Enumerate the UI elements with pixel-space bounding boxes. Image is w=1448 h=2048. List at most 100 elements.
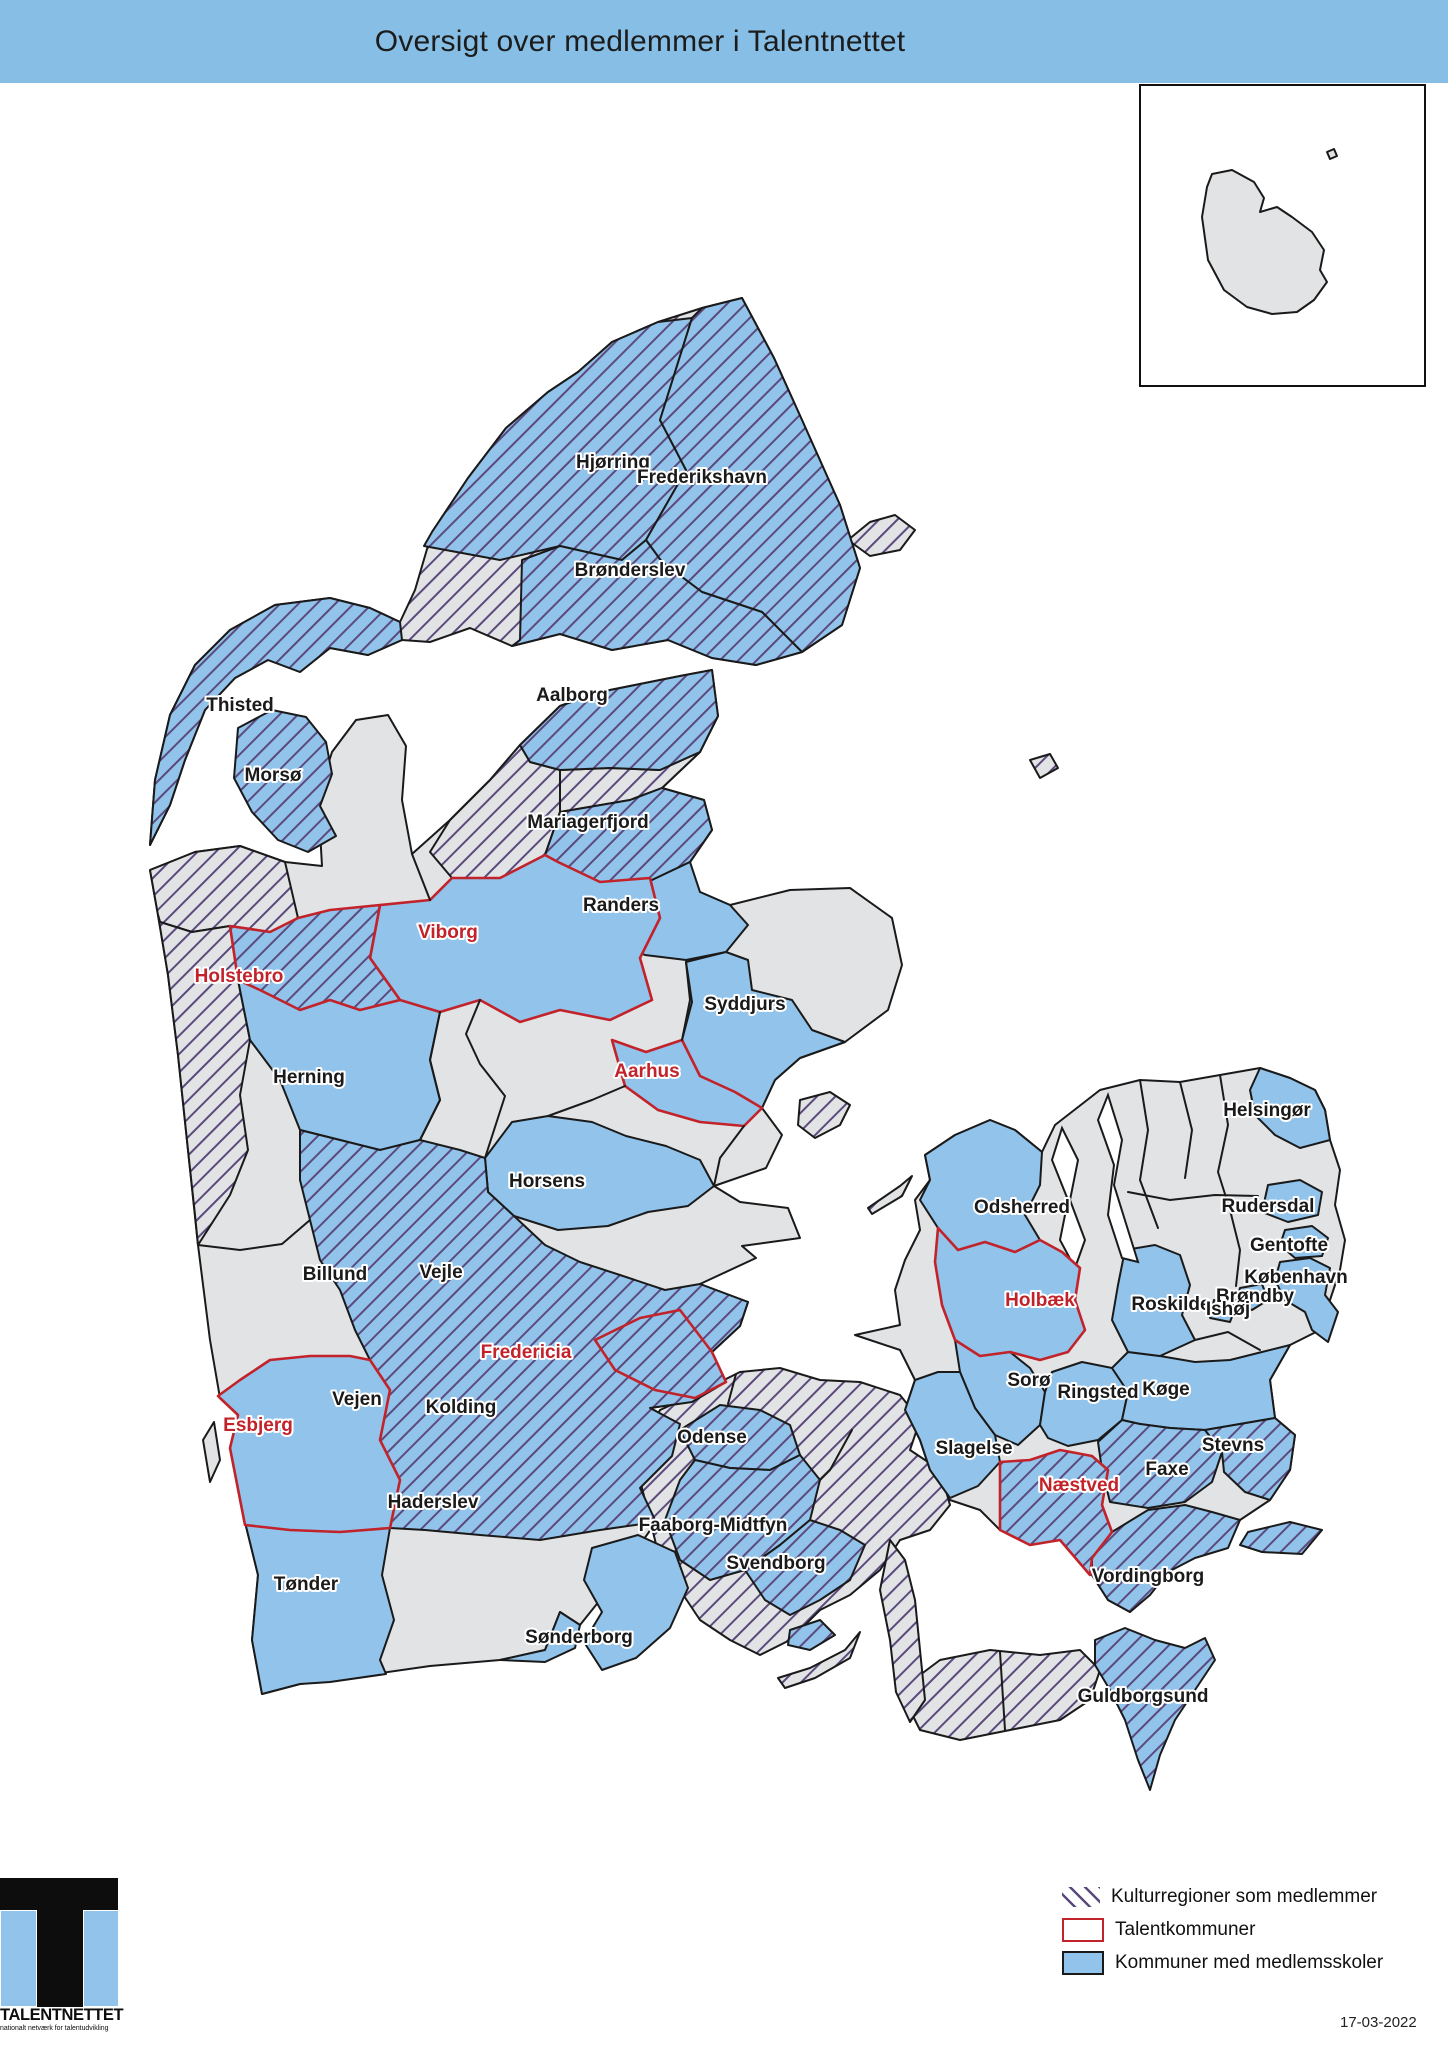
map-label: Næstved [1039,1475,1119,1496]
map-label: Sønderborg [525,1627,633,1648]
legend-label: Talentkommuner [1115,1919,1256,1940]
fjords [1050,1092,1140,1271]
hatch-swatch-icon [1062,1887,1100,1907]
map-label: Viborg [418,922,478,943]
map-label: Mariagerfjord [527,812,648,833]
region-faxe [1097,1419,1223,1509]
region-taasinge [787,1619,836,1651]
map-label: Haderslev [388,1492,479,1513]
map-label: Svendborg [726,1553,825,1574]
region-soenderborg-strip [499,1611,581,1663]
map-date: 17-03-2022 [1340,2014,1417,2031]
region-aarhus [610,1038,764,1128]
border-lines [197,769,1261,1731]
region-anholt [1029,753,1059,779]
map-label: Rudersdal [1222,1196,1315,1217]
map-label: Kolding [426,1397,497,1418]
region-naestved [998,1448,1114,1577]
region-thisted [149,597,403,846]
map-label: Randers [583,895,659,916]
blue-fill-swatch-icon [1062,1951,1104,1975]
region-holbaek [933,1226,1087,1362]
logo-name: TALENTNETTET [0,2006,124,2024]
map-label: Fredericia [481,1342,572,1363]
region-broenderslev [511,539,803,666]
legend-item-kulturregioner: Kulturregioner som medlemmer [1062,1886,1383,1908]
map-label: Billund [303,1264,367,1285]
map-label: Faxe [1145,1459,1188,1480]
map-label: Slagelse [935,1438,1012,1459]
region-lolland [899,1649,1101,1741]
map-label: Gentofte [1250,1235,1328,1256]
map-label: Frederikshavn [637,467,767,488]
map-label: Hjørring [576,452,650,473]
map-label: Køge [1142,1379,1190,1400]
region-hjoerring [423,317,693,561]
region-langeland [879,1539,926,1723]
region-fredericia [593,1308,728,1400]
region-laesoe [847,514,916,557]
map-label: Ishøj [1206,1299,1250,1320]
map-label: Faaborg-Midtfyn [639,1515,788,1536]
region-bornholm [1201,169,1328,315]
region-moen [1239,1521,1323,1555]
map-label: Esbjerg [223,1415,293,1436]
map-label: Vordingborg [1092,1566,1205,1587]
map-label: Ringsted [1057,1382,1138,1403]
logo-tagline: nationalt netværk for talentudvikling [0,2025,109,2032]
page-title: Oversigt over medlemmer i Talentnettet [374,25,906,58]
region-vordingborg [1091,1504,1241,1613]
region-toender [241,1509,395,1695]
map-label: Aalborg [536,685,608,706]
region-helsingoer [1249,1067,1331,1149]
map-label: Aarhus [614,1061,679,1082]
map-label: Holstebro [195,966,284,987]
region-koebenhavn [1274,1257,1339,1343]
region-holstebro [228,903,402,1012]
map-label: Morsø [245,765,302,786]
map-label: Horsens [509,1171,585,1192]
map-label: Sorø [1007,1370,1051,1391]
region-broendby [1235,1283,1269,1311]
region-als [583,1534,689,1671]
region-ishoej [1209,1299,1237,1323]
region-viborg [368,853,662,1024]
map-label: Holbæk [1005,1290,1075,1311]
region-slagelse [904,1371,1001,1499]
map-label: Brønderslev [575,560,686,581]
logo-blue-left [1,1911,36,2006]
map-label: Helsingør [1223,1100,1311,1121]
legend-label: Kommuner med medlemsskoler [1115,1952,1384,1973]
logo-blue-right [84,1911,118,2006]
region-samsoe [797,1091,851,1139]
region-lemvig-struer [149,845,299,933]
region-syddjurs [681,951,846,1109]
legend: Kulturregioner som medlemmer Talentkommu… [1062,1886,1383,1985]
map-label: Vejen [332,1389,382,1410]
bornholm-inset-map [1201,148,1338,315]
member-overlays [149,297,1339,1791]
map-label: København [1244,1267,1347,1288]
title-banner: Oversigt over medlemmer i Talentnettet [0,0,1448,83]
region-christiansoe [1326,148,1338,160]
region-sejeroe [867,1175,913,1215]
bornholm-inset [1139,84,1426,387]
logo-t-stem [37,1910,83,2007]
red-outline-swatch-icon [1062,1918,1104,1942]
map-label: Roskilde [1131,1294,1210,1315]
legend-item-talentkommuner: Talentkommuner [1062,1918,1383,1942]
map-label: Thisted [206,695,274,716]
region-rudersdal [1261,1179,1323,1223]
region-frederikshavn [645,297,861,653]
legend-item-medlemsskoler: Kommuner med medlemsskoler [1062,1951,1384,1975]
map-label: Tønder [274,1574,339,1595]
legend-label: Kulturregioner som medlemmer [1111,1886,1378,1907]
region-gentofte [1279,1225,1329,1259]
region-esbjerg [216,1354,402,1534]
map-label: Syddjurs [704,994,785,1015]
region-aeroe [777,1631,861,1689]
region-morsoe [233,709,337,853]
